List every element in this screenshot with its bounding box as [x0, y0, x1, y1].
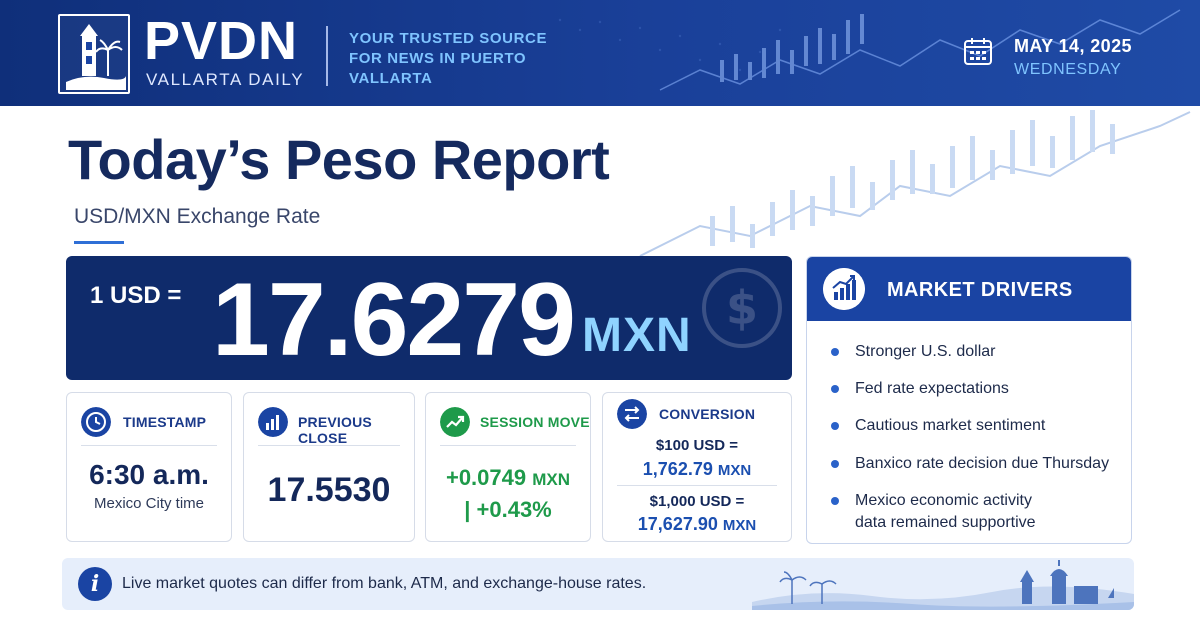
bar-chart-icon — [258, 407, 288, 437]
brand-subtitle: VALLARTA DAILY — [146, 70, 305, 89]
timestamp-label: TIMESTAMP — [123, 414, 207, 430]
rate-unit: MXN — [582, 309, 692, 362]
lighthouse-logo-icon — [66, 24, 126, 90]
exchange-arrows-icon — [617, 399, 647, 429]
report-weekday: WEDNESDAY — [1014, 61, 1122, 78]
growth-chart-icon — [823, 268, 865, 310]
card-divider — [81, 445, 217, 446]
bullet-icon — [831, 422, 839, 430]
card-divider — [258, 445, 400, 446]
disclaimer-text: Live market quotes can differ from bank,… — [122, 575, 647, 592]
background-chart-decoration — [639, 110, 1191, 257]
conversion-divider — [617, 485, 777, 486]
disclaimer-bar: i Live market quotes can differ from ban… — [62, 558, 1134, 610]
conversion-row-2-from: $1,000 USD = — [649, 493, 745, 510]
conversion-row-1-value: 1,762.79 — [642, 459, 713, 479]
session-move-value: +0.0749 — [445, 465, 527, 490]
session-move-unit: MXN — [532, 470, 571, 489]
card-header: CONVERSION — [603, 393, 791, 437]
session-move-label: SESSION MOVE — [480, 414, 590, 430]
page-subtitle: USD/MXN Exchange Rate — [74, 205, 321, 228]
trend-up-icon — [440, 407, 470, 437]
subtitle-underline — [74, 241, 124, 244]
conversion-row-2-result: 17,627.90 MXN — [603, 514, 791, 535]
conversion-row-1-result: 1,762.79 MXN — [603, 459, 791, 480]
conversion-row-1-from: $100 USD = — [655, 437, 739, 454]
previous-close-card: PREVIOUS CLOSE 17.5530 — [243, 392, 415, 542]
report-date: MAY 14, 2025 — [1014, 36, 1132, 56]
svg-text:$: $ — [726, 281, 758, 335]
driver-text: Mexico economic activity data remained s… — [855, 492, 1036, 531]
market-drivers-title: MARKET DRIVERS — [887, 279, 1073, 301]
info-icon: i — [78, 567, 112, 601]
city-skyline-decoration — [752, 560, 1134, 610]
header-candlestick-decoration — [558, 9, 1181, 91]
card-header: SESSION MOVE — [426, 393, 590, 445]
conversion-row-2-value: 17,627.90 — [637, 514, 718, 534]
dollar-icon: $ — [702, 268, 782, 348]
driver-text: Cautious market sentiment — [855, 417, 1046, 434]
brand-name: PVDN — [144, 11, 299, 71]
header: PVDN VALLARTA DAILY YOUR TRUSTED SOURCE … — [0, 0, 1200, 106]
bullet-icon — [831, 460, 839, 468]
market-drivers-header: MARKET DRIVERS — [807, 257, 1131, 321]
header-divider — [326, 26, 328, 86]
bullet-icon — [831, 348, 839, 356]
previous-close-value: 17.5530 — [267, 471, 391, 509]
clock-icon — [81, 407, 111, 437]
card-divider — [440, 445, 576, 446]
timestamp-card: TIMESTAMP 6:30 a.m. Mexico City time — [66, 392, 232, 542]
session-move-percent: | +0.43% — [464, 497, 552, 522]
tagline: YOUR TRUSTED SOURCE FOR NEWS IN PUERTO V… — [349, 30, 548, 87]
previous-close-label: PREVIOUS CLOSE — [298, 414, 372, 446]
conversion-card: CONVERSION $100 USD = 1,762.79 MXN $1,00… — [602, 392, 792, 542]
calendar-icon — [964, 38, 992, 65]
card-header: TIMESTAMP — [67, 393, 231, 445]
driver-text: Fed rate expectations — [855, 380, 1009, 397]
timestamp-value: 6:30 a.m. — [89, 459, 209, 490]
brand-logo — [58, 14, 130, 94]
timestamp-zone: Mexico City time — [93, 495, 205, 512]
session-move-change: +0.0749 MXN — [426, 465, 590, 491]
driver-text: Banxico rate decision due Thursday — [855, 455, 1110, 472]
bullet-icon — [831, 497, 839, 505]
conversion-row-2-unit: MXN — [722, 517, 757, 534]
rate-value: 17.6279 — [212, 262, 576, 378]
rate-prefix: 1 USD = — [90, 282, 182, 309]
conversion-label: CONVERSION — [659, 406, 756, 422]
exchange-rate-banner: 1 USD = 17.6279 MXN $ — [66, 256, 792, 380]
card-header: PREVIOUS CLOSE — [244, 393, 414, 446]
bullet-icon — [831, 385, 839, 393]
page-title: Today’s Peso Report — [68, 128, 610, 191]
driver-text: Stronger U.S. dollar — [855, 343, 996, 360]
market-drivers-panel: MARKET DRIVERS Stronger U.S. dollar Fed … — [806, 256, 1132, 544]
session-move-card: SESSION MOVE +0.0749 MXN | +0.43% — [425, 392, 591, 542]
conversion-row-1-unit: MXN — [717, 462, 752, 479]
